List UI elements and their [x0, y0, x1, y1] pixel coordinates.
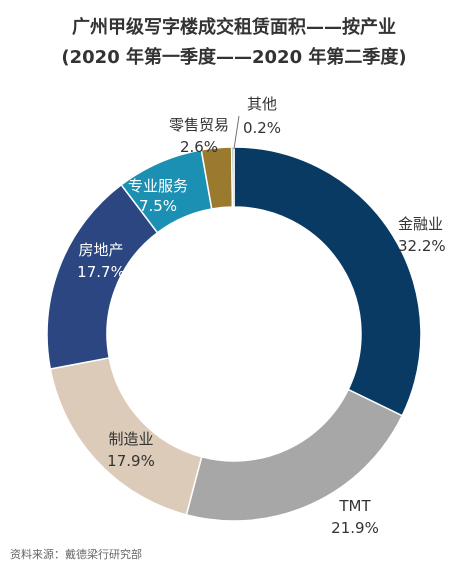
- leader-line: [233, 115, 240, 150]
- leader-line-group: [233, 115, 240, 150]
- slice-label-category: 制造业: [108, 430, 153, 448]
- slice-label-category: TMT: [338, 497, 371, 515]
- slice-label-value: 17.9%: [107, 452, 155, 470]
- chart-subtitle: (2020 年第一季度——2020 年第二季度): [61, 47, 407, 68]
- slice-label-value: 21.9%: [331, 519, 379, 537]
- slice-label-category: 房地产: [78, 241, 123, 259]
- slice-group: [46, 146, 422, 522]
- chart-title: 广州甲级写字楼成交租赁面积——按产业: [72, 17, 396, 38]
- slice-label-value: 7.5%: [139, 197, 177, 215]
- slice-label-category: 专业服务: [128, 177, 188, 195]
- slice-label-value: 2.6%: [180, 138, 218, 156]
- source-note: 资料来源：戴德梁行研究部: [10, 548, 142, 561]
- slice-label-category: 金融业: [398, 215, 443, 233]
- slice-label-category: 其他: [247, 95, 277, 113]
- slice-label-value: 32.2%: [398, 237, 446, 255]
- slice-label-category: 零售贸易: [169, 116, 229, 134]
- slice-label-value: 17.7%: [77, 263, 125, 281]
- pie-slice: [233, 146, 422, 417]
- slice-label-value: 0.2%: [243, 119, 281, 137]
- pie-slice: [230, 146, 235, 208]
- label-group: 金融业 32.2% TMT 21.9% 制造业 17.9% 房地产 17.7% 专业服务 7.5%…: [77, 95, 445, 537]
